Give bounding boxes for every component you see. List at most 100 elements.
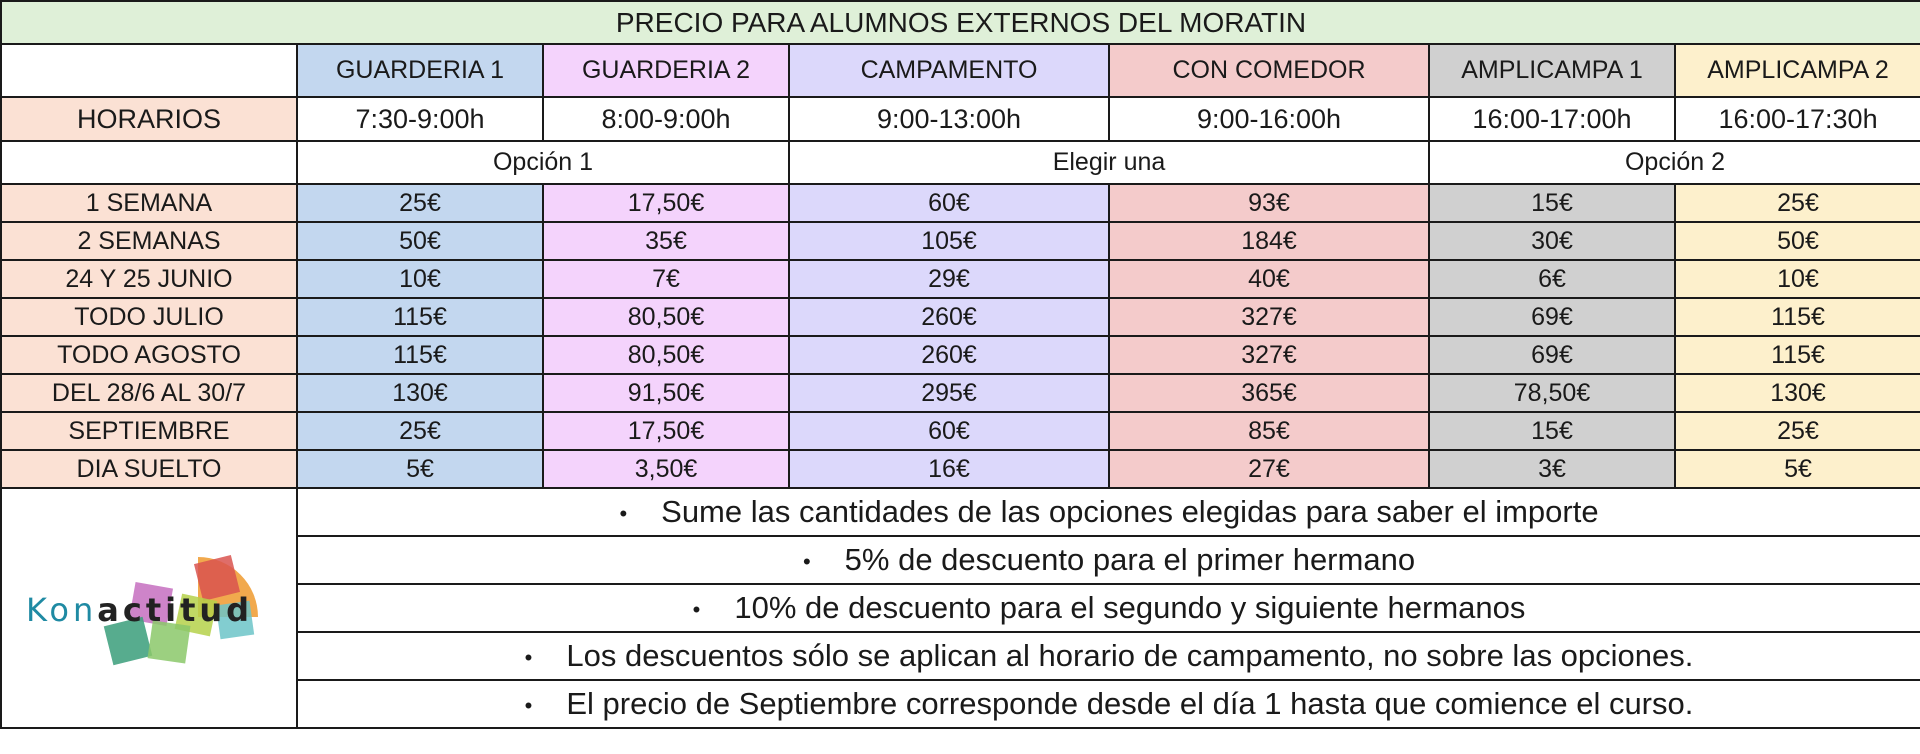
note-text: El precio de Septiembre corresponde desd…	[566, 686, 1694, 721]
option-empty-cell	[0, 140, 298, 185]
price-row: DEL 28/6 AL 30/7 130€ 91,50€ 295€ 365€ 78,50€…	[0, 373, 1920, 413]
hours-cell: 9:00-13:00h	[788, 96, 1110, 142]
hours-cell: 7:30-9:00h	[296, 96, 544, 142]
price-cell: 184€	[1108, 221, 1430, 261]
column-header-row: GUARDERIA 1 GUARDERIA 2 CAMPAMENTO CON C…	[0, 43, 1920, 98]
row-label: TODO AGOSTO	[0, 335, 298, 375]
bullet-icon: •	[692, 596, 701, 622]
col-header-guarderia-2: GUARDERIA 2	[542, 43, 790, 98]
price-cell: 130€	[1673, 373, 1920, 413]
hours-cell: 8:00-9:00h	[542, 96, 790, 142]
note-cell: • Sume las cantidades de las opciones ele…	[295, 487, 1920, 537]
col-header-guarderia-1: GUARDERIA 1	[296, 43, 544, 98]
price-cell: 10€	[1673, 259, 1920, 299]
price-cell: 25€	[1673, 411, 1920, 451]
note-cell: • 10% de descuento para el segundo y sigu…	[295, 583, 1920, 633]
price-row: 24 Y 25 JUNIO 10€ 7€ 29€ 40€ 6€ 10€	[0, 259, 1920, 299]
bullet-icon: •	[802, 548, 811, 574]
price-cell: 93€	[1108, 183, 1430, 223]
price-cell: 91,50€	[542, 373, 790, 413]
price-row: 1 SEMANA 25€ 17,50€ 60€ 93€ 15€ 25€	[0, 183, 1920, 223]
bullet-icon: •	[619, 500, 628, 526]
col-header-amplicampa-1: AMPLICAMPA 1	[1428, 43, 1676, 98]
note-row: • Los descuentos sólo se aplican al horar…	[1, 631, 1920, 681]
row-label: DEL 28/6 AL 30/7	[0, 373, 298, 413]
price-cell: 50€	[296, 221, 544, 261]
price-cell: 17,50€	[542, 411, 790, 451]
note-row: • El precio de Septiembre corresponde des…	[1, 679, 1920, 729]
price-cell: 130€	[296, 373, 544, 413]
row-label: 2 SEMANAS	[0, 221, 298, 261]
price-cell: 40€	[1108, 259, 1430, 299]
option-group-row: Opción 1 Elegir una Opción 2	[0, 140, 1920, 185]
price-cell: 15€	[1428, 411, 1676, 451]
price-cell: 3€	[1428, 449, 1676, 489]
price-cell: 10€	[296, 259, 544, 299]
konactitud-logo: Konactitud	[20, 554, 280, 667]
note-cell: • 5% de descuento para el primer hermano	[295, 535, 1920, 585]
price-cell: 30€	[1428, 221, 1676, 261]
price-cell: 50€	[1673, 221, 1920, 261]
hours-cell: 16:00-17:00h	[1428, 96, 1676, 142]
price-cell: 6€	[1428, 259, 1676, 299]
price-cell: 69€	[1428, 335, 1676, 375]
hours-label: HORARIOS	[0, 96, 298, 142]
note-row: Konactitud • Sume las cantidades de las op…	[0, 487, 1920, 729]
note-text: Los descuentos sólo se aplican al horari…	[566, 638, 1694, 673]
price-row: 2 SEMANAS 50€ 35€ 105€ 184€ 30€ 50€	[0, 221, 1920, 261]
note-text: 5% de descuento para el primer hermano	[844, 542, 1416, 577]
price-cell: 25€	[296, 411, 544, 451]
note-text: 10% de descuento para el segundo y sigui…	[734, 590, 1526, 625]
price-cell: 85€	[1108, 411, 1430, 451]
price-cell: 78,50€	[1428, 373, 1676, 413]
price-cell: 60€	[788, 411, 1110, 451]
price-cell: 365€	[1108, 373, 1430, 413]
hours-row: HORARIOS 7:30-9:00h 8:00-9:00h 9:00-13:0…	[0, 96, 1920, 142]
col-header-amplicampa-2: AMPLICAMPA 2	[1673, 43, 1920, 98]
option-group-1: Opción 1	[296, 140, 790, 185]
price-row: TODO JULIO 115€ 80,50€ 260€ 327€ 69€ 115€	[0, 297, 1920, 337]
price-cell: 15€	[1428, 183, 1676, 223]
hours-cell: 9:00-16:00h	[1108, 96, 1430, 142]
price-cell: 115€	[296, 297, 544, 337]
col-header-con-comedor: CON COMEDOR	[1108, 43, 1430, 98]
row-label: 1 SEMANA	[0, 183, 298, 223]
price-cell: 115€	[296, 335, 544, 375]
row-label: DIA SUELTO	[0, 449, 298, 489]
header-empty-cell	[0, 43, 298, 98]
price-cell: 35€	[542, 221, 790, 261]
price-cell: 115€	[1673, 335, 1920, 375]
price-cell: 60€	[788, 183, 1110, 223]
price-row: TODO AGOSTO 115€ 80,50€ 260€ 327€ 69€ 115€	[0, 335, 1920, 375]
note-text: Sume las cantidades de las opciones eleg…	[661, 494, 1599, 529]
price-cell: 105€	[788, 221, 1110, 261]
price-cell: 260€	[788, 335, 1110, 375]
price-cell: 327€	[1108, 335, 1430, 375]
hours-cell: 16:00-17:30h	[1673, 96, 1920, 142]
note-row: • 10% de descuento para el segundo y sigu…	[1, 583, 1920, 633]
price-cell: 5€	[1673, 449, 1920, 489]
price-cell: 80,50€	[542, 335, 790, 375]
price-cell: 25€	[296, 183, 544, 223]
bullet-icon: •	[524, 692, 533, 718]
option-group-2: Opción 2	[1427, 140, 1920, 185]
price-cell: 80,50€	[542, 297, 790, 337]
price-cell: 25€	[1673, 183, 1920, 223]
row-label: TODO JULIO	[0, 297, 298, 337]
price-cell: 69€	[1428, 297, 1676, 337]
bullet-icon: •	[524, 644, 533, 670]
price-cell: 5€	[296, 449, 544, 489]
price-cell: 29€	[788, 259, 1110, 299]
row-label: 24 Y 25 JUNIO	[0, 259, 298, 299]
price-cell: 16€	[788, 449, 1110, 489]
price-cell: 27€	[1108, 449, 1430, 489]
price-cell: 7€	[542, 259, 790, 299]
price-row: DIA SUELTO 5€ 3,50€ 16€ 27€ 3€ 5€	[0, 449, 1920, 489]
note-cell: • Los descuentos sólo se aplican al horar…	[295, 631, 1920, 681]
table-title: PRECIO PARA ALUMNOS EXTERNOS DEL MORATIN	[0, 0, 1920, 45]
price-row: SEPTIEMBRE 25€ 17,50€ 60€ 85€ 15€ 25€	[0, 411, 1920, 451]
col-header-campamento: CAMPAMENTO	[788, 43, 1110, 98]
price-cell: 115€	[1673, 297, 1920, 337]
note-cell: • El precio de Septiembre corresponde des…	[295, 679, 1920, 729]
